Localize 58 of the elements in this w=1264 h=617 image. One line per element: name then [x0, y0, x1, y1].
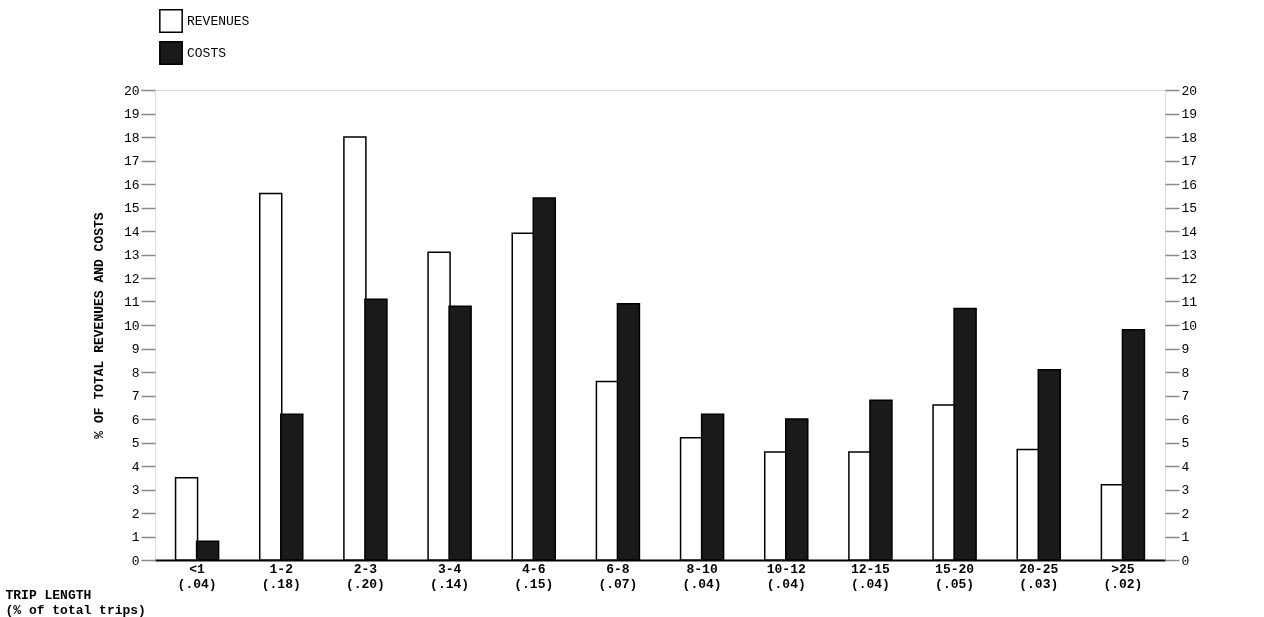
legend-label: REVENUES: [187, 14, 250, 29]
y2-tick-label: 10: [1181, 318, 1198, 334]
y-tick-label: 14: [123, 224, 140, 240]
y2-tick-label: 11: [1181, 295, 1198, 310]
y2-tick-label: 18: [1181, 130, 1198, 146]
x-tick-label: 3-4 (.14): [430, 561, 470, 592]
x-tick-label: 12-15 (.04): [850, 561, 891, 592]
x-tick-label: 6-8 (.07): [598, 561, 638, 592]
y-tick-label: 7: [131, 389, 140, 404]
x-tick-label: >25 (.02): [1103, 561, 1143, 592]
y2-tick-label: 3: [1181, 483, 1190, 498]
x-tick-label: 10-12 (.04): [766, 561, 806, 592]
y2-tick-label: 17: [1181, 154, 1198, 169]
x-tick-label: <1 (.04): [177, 561, 217, 592]
y-tick-label: 8: [131, 365, 140, 381]
y-tick-label: 11: [123, 295, 140, 310]
x-tick-label: 20-25 (.03): [1019, 561, 1059, 592]
x-tick-label: 8-10 (.04): [682, 561, 722, 592]
y-tick-label: 19: [123, 107, 140, 122]
y-axis-title: % OF TOTAL REVENUES AND COSTS: [91, 212, 107, 439]
y-tick-label: 10: [123, 318, 140, 334]
x-axis-title: TRIP LENGTH (% of total trips): [5, 587, 146, 617]
y2-tick-label: 5: [1181, 436, 1190, 451]
x-tick-label: 4-6 (.15): [514, 561, 554, 592]
y-tick-label: 9: [131, 342, 140, 357]
x-tick-label: 2-3 (.20): [345, 561, 385, 592]
y-tick-label: 20: [123, 83, 140, 99]
y2-tick-label: 2: [1181, 506, 1190, 522]
y2-tick-label: 4: [1181, 459, 1190, 475]
y-tick-label: 16: [123, 177, 140, 193]
y2-tick-label: 0: [1181, 553, 1190, 569]
y2-tick-label: 19: [1181, 107, 1198, 122]
y2-tick-label: 13: [1181, 248, 1198, 263]
y-tick-label: 5: [131, 436, 140, 451]
y2-tick-label: 9: [1181, 342, 1190, 357]
y2-tick-label: 15: [1181, 201, 1198, 216]
y2-tick-label: 8: [1181, 365, 1190, 381]
y-tick-label: 1: [131, 530, 140, 545]
y2-tick-label: 6: [1181, 412, 1190, 428]
y2-tick-label: 1: [1181, 530, 1190, 545]
y2-tick-label: 14: [1181, 224, 1198, 240]
y-tick-label: 18: [123, 130, 140, 146]
x-tick-label: 15-20 (.05): [935, 561, 975, 592]
y-tick-label: 3: [131, 483, 140, 498]
y2-tick-label: 12: [1181, 271, 1198, 287]
legend-label: COSTS: [187, 46, 227, 61]
y2-tick-label: 16: [1181, 177, 1198, 193]
y2-tick-label: 7: [1181, 389, 1190, 404]
y2-tick-label: 20: [1181, 83, 1198, 99]
y-tick-label: 4: [131, 459, 140, 475]
y-tick-label: 0: [131, 553, 140, 569]
y-tick-label: 13: [123, 248, 140, 263]
y-tick-label: 6: [131, 412, 140, 428]
x-tick-label: 1-2 (.18): [261, 561, 301, 592]
y-tick-label: 12: [123, 271, 140, 287]
y-tick-label: 2: [131, 506, 140, 522]
y-tick-label: 15: [123, 201, 140, 216]
y-tick-label: 17: [123, 154, 140, 169]
